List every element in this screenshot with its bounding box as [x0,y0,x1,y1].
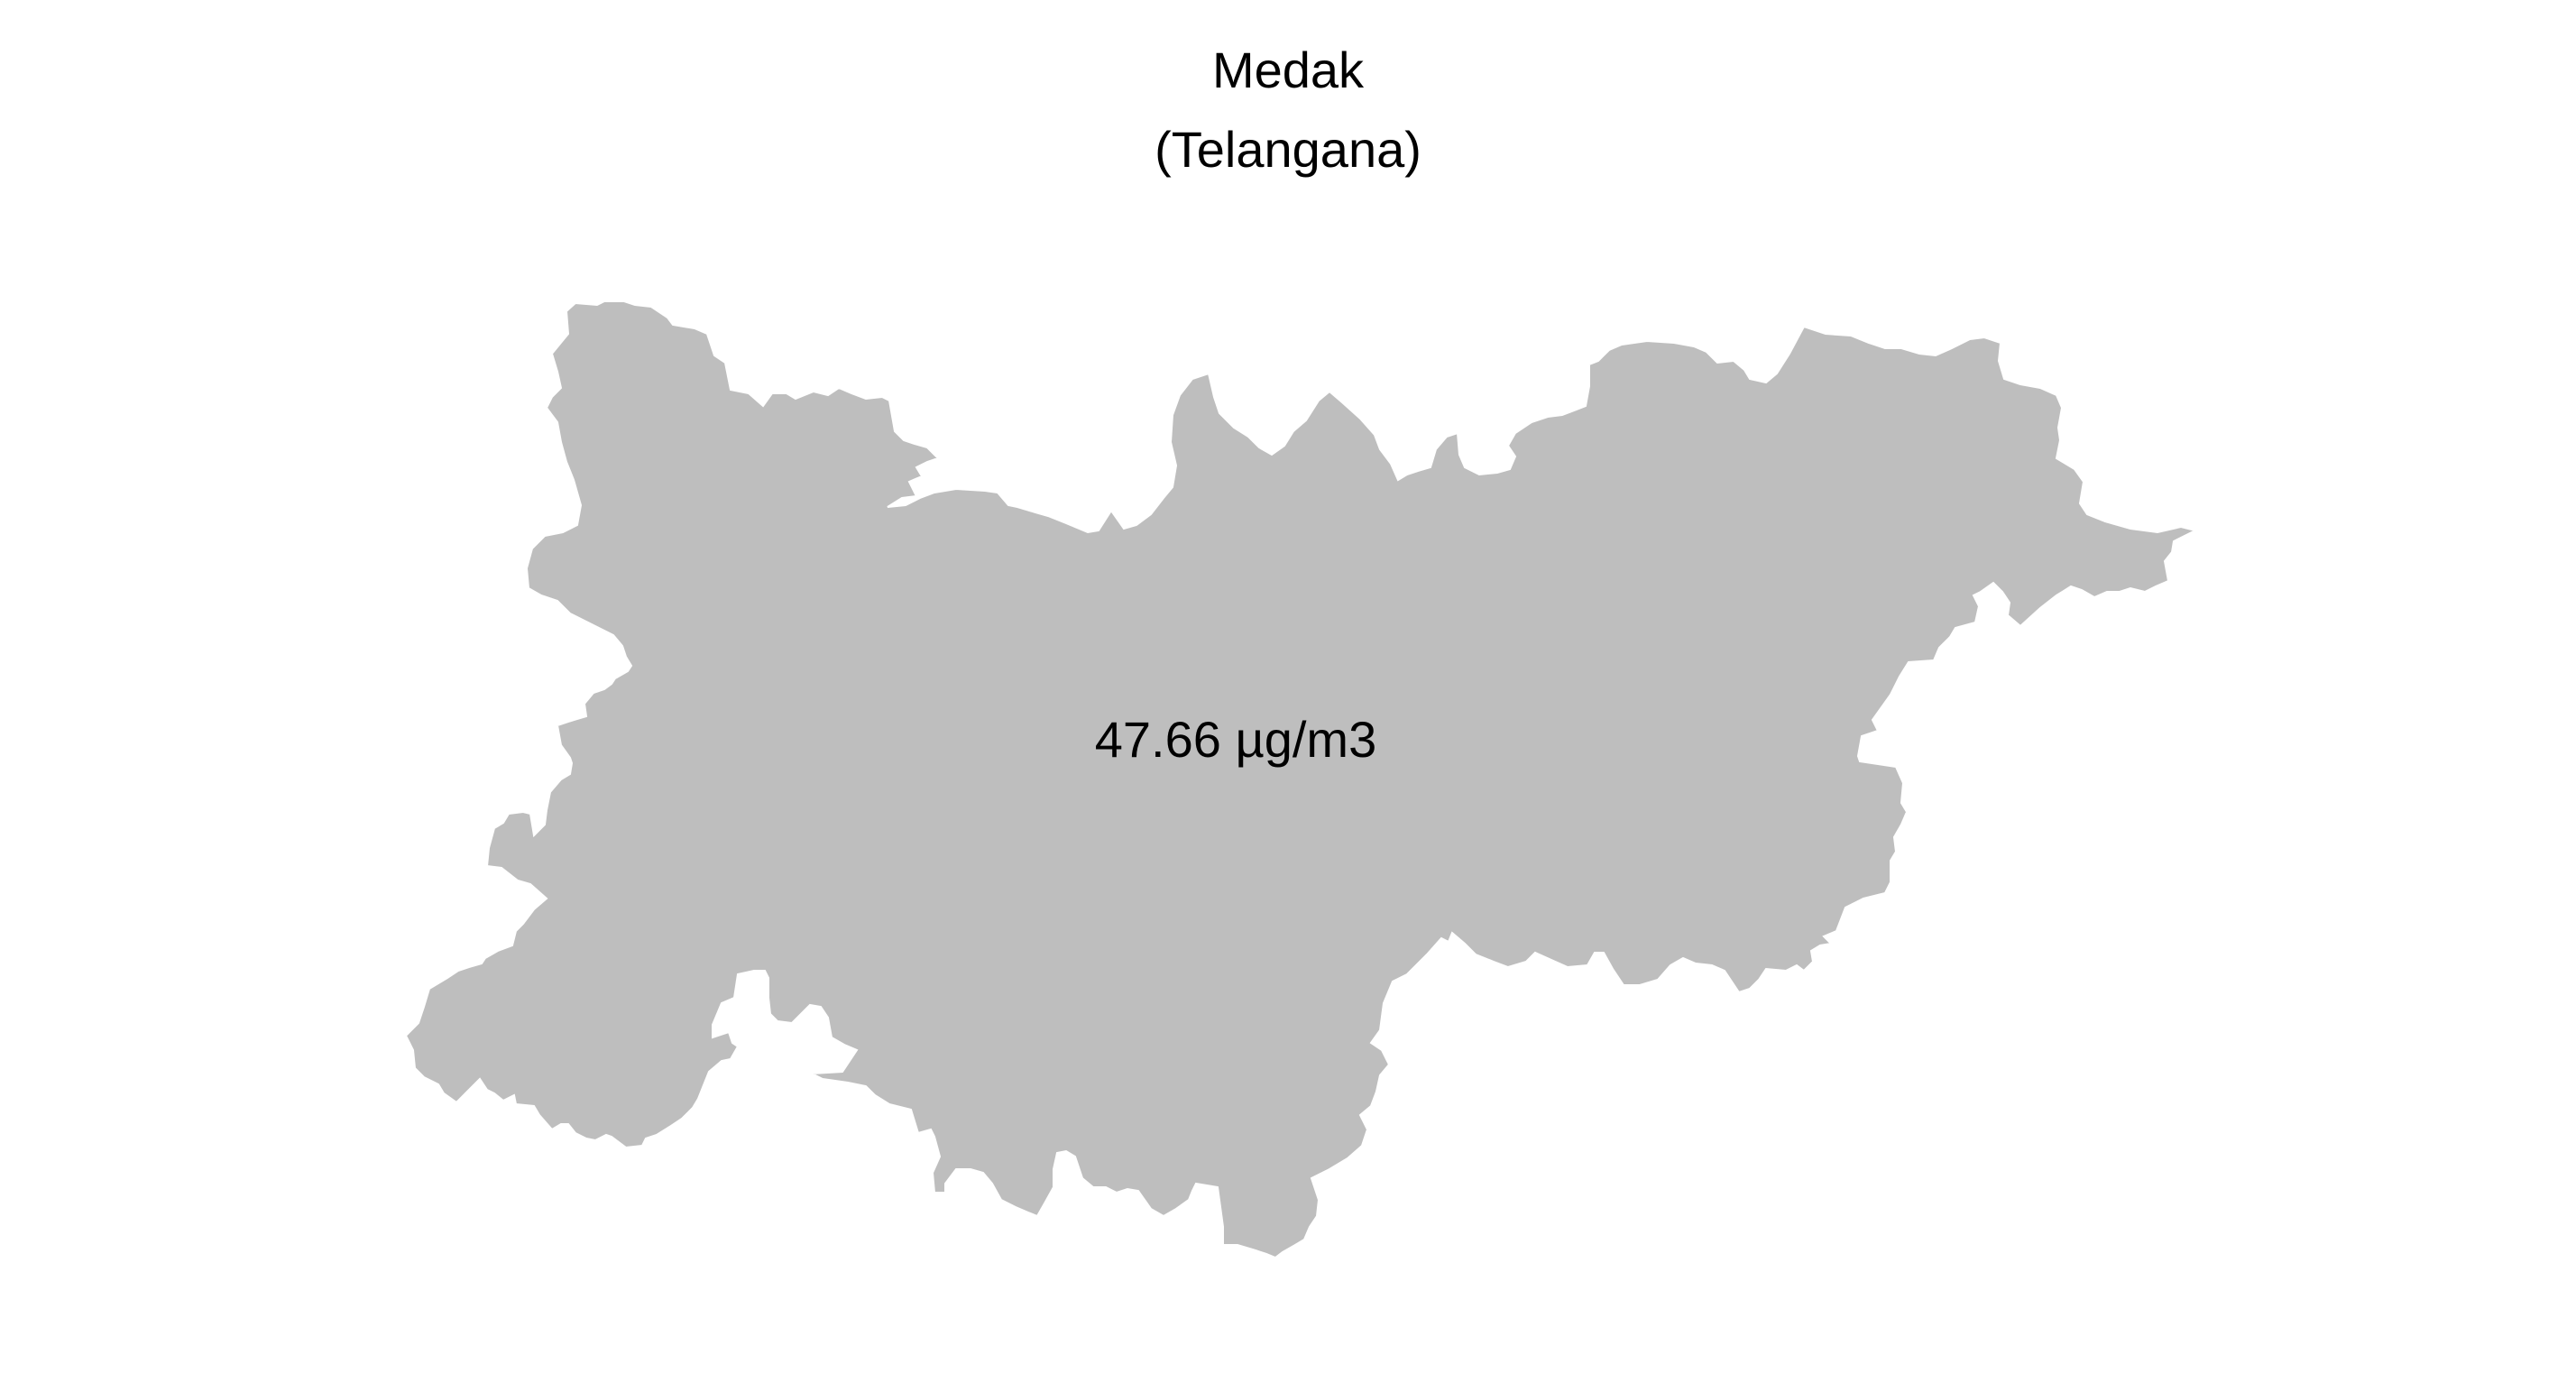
map-title: Medak [1211,41,1365,98]
map-subtitle: (Telangana) [1155,121,1421,178]
district-shape-medak [404,300,2198,1259]
district-value-label: 47.66 µg/m3 [1094,711,1377,768]
